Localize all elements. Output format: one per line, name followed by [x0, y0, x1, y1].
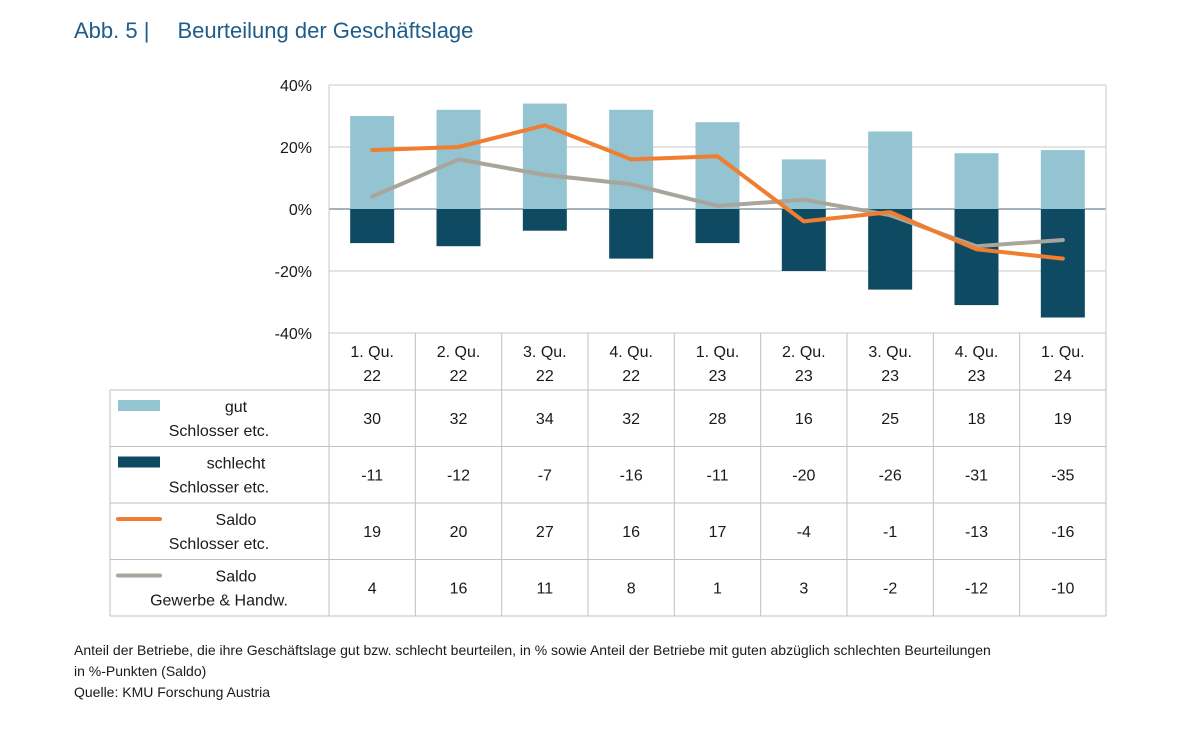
bar-schlecht — [1040, 209, 1085, 318]
table-cell-value: 17 — [709, 524, 727, 541]
line-saldo_schlosser — [370, 123, 1065, 261]
bar-schlecht — [695, 209, 740, 244]
category-label: 23 — [968, 368, 986, 385]
table-cell-value: 11 — [537, 581, 554, 598]
chart: 40% 20% 0% -20% -40% 1. Qu. 22 2. Qu. 22 3. Qu. 2… — [109, 78, 1107, 617]
legend-label: Schlosser etc. — [169, 480, 269, 497]
category-label: 23 — [709, 368, 727, 385]
category-label: 2. Qu. — [437, 344, 481, 361]
footnote-line-1: Anteil der Betriebe, die ihre Geschäftsl… — [74, 642, 991, 658]
category-label: 22 — [363, 368, 381, 385]
legend-swatch-gut — [118, 400, 160, 411]
legend-label: schlecht — [207, 456, 266, 473]
y-tick-label: 20% — [280, 140, 312, 157]
table-cell-value: 4 — [368, 581, 377, 598]
table-cell-value: 18 — [968, 411, 986, 428]
table-cell-value: 20 — [450, 524, 468, 541]
table-cell-value: -26 — [879, 468, 902, 485]
footnote-source: Quelle: KMU Forschung Austria — [74, 684, 271, 700]
category-label: 3. Qu. — [868, 344, 912, 361]
table-cell-value: 34 — [536, 411, 554, 428]
category-label: 22 — [622, 368, 640, 385]
bar-gut — [954, 153, 999, 209]
bar-schlecht — [954, 209, 999, 306]
table-cell-value: -2 — [883, 581, 897, 598]
table-cell-value: 25 — [881, 411, 899, 428]
footnote: Anteil der Betriebe, die ihre Geschäftsl… — [74, 640, 1164, 703]
data-table: 1. Qu. 22 2. Qu. 22 3. Qu. 22 4. Qu. 22 1. Qu. 23… — [109, 333, 1107, 617]
bar-gut — [868, 131, 913, 209]
table-cell-value: -16 — [620, 468, 643, 485]
bar-gut — [1040, 150, 1085, 209]
category-label: 1. Qu. — [1041, 344, 1085, 361]
bar-schlecht — [609, 209, 654, 259]
table-cell-value: 16 — [622, 524, 640, 541]
table-cell-value: -13 — [965, 524, 988, 541]
category-label: 2. Qu. — [782, 344, 826, 361]
table-cell-value: -7 — [538, 468, 552, 485]
table-cell-value: -11 — [707, 468, 729, 485]
category-label: 4. Qu. — [609, 344, 653, 361]
table-cell-value: -12 — [965, 581, 988, 598]
table-cell-value: 32 — [450, 411, 468, 428]
category-label: 1. Qu. — [696, 344, 740, 361]
y-axis-ticks: 40% 20% 0% -20% -40% — [275, 78, 312, 343]
figure-label: Abb. 5 | — [74, 18, 150, 43]
table-cell-value: 28 — [709, 411, 727, 428]
table-cell-value: -12 — [447, 468, 470, 485]
legend-swatch-schlecht — [118, 456, 160, 468]
legend-label: Schlosser etc. — [169, 536, 269, 553]
y-tick-label: -20% — [275, 264, 312, 281]
bar-schlecht — [522, 209, 567, 231]
figure-heading: Abb. 5 | Beurteilung der Geschäftslage — [74, 18, 473, 44]
y-tick-label: -40% — [275, 326, 312, 343]
footnote-line-2: in %-Punkten (Saldo) — [74, 663, 207, 679]
table-cell-value: 1 — [713, 581, 722, 598]
category-label: 4. Qu. — [955, 344, 999, 361]
table-cell-value: -20 — [792, 468, 815, 485]
legend-label: Saldo — [216, 512, 257, 529]
category-label: 22 — [450, 368, 468, 385]
bar-gut — [522, 103, 567, 209]
bar-schlecht — [436, 209, 481, 247]
table-cell-value: 16 — [450, 581, 468, 598]
legend-label: Saldo — [216, 569, 257, 586]
category-label: 22 — [536, 368, 554, 385]
table-cell-value: -11 — [361, 468, 383, 485]
table-cell-value: 16 — [795, 411, 813, 428]
category-label: 1. Qu. — [350, 344, 394, 361]
legend-label: Schlosser etc. — [169, 423, 269, 440]
category-label: 23 — [795, 368, 813, 385]
table-cell-value: -16 — [1051, 524, 1074, 541]
y-tick-label: 0% — [289, 202, 312, 219]
table-cell-value: 32 — [622, 411, 640, 428]
category-label: 3. Qu. — [523, 344, 567, 361]
table-cell-value: 30 — [363, 411, 381, 428]
figure-title: Beurteilung der Geschäftslage — [177, 18, 474, 43]
table-cell-value: 19 — [363, 524, 381, 541]
table-cell-value: -1 — [883, 524, 897, 541]
category-label: 23 — [881, 368, 899, 385]
bars — [350, 103, 1085, 318]
y-tick-label: 40% — [280, 78, 312, 95]
table-cell-value: -10 — [1051, 581, 1074, 598]
table-cell-value: 8 — [627, 581, 636, 598]
table-cell-value: 19 — [1054, 411, 1072, 428]
bar-schlecht — [350, 209, 395, 244]
category-label: 24 — [1054, 368, 1072, 385]
table-cell-value: 3 — [799, 581, 808, 598]
table-cell-value: -31 — [965, 468, 988, 485]
table-cell-value: -35 — [1051, 468, 1074, 485]
legend-label: gut — [225, 399, 248, 416]
bar-gut — [350, 116, 395, 209]
table-cell-value: -4 — [797, 524, 811, 541]
legend-label: Gewerbe & Handw. — [150, 593, 288, 610]
table-cell-value: 27 — [536, 524, 554, 541]
lines — [370, 123, 1065, 261]
